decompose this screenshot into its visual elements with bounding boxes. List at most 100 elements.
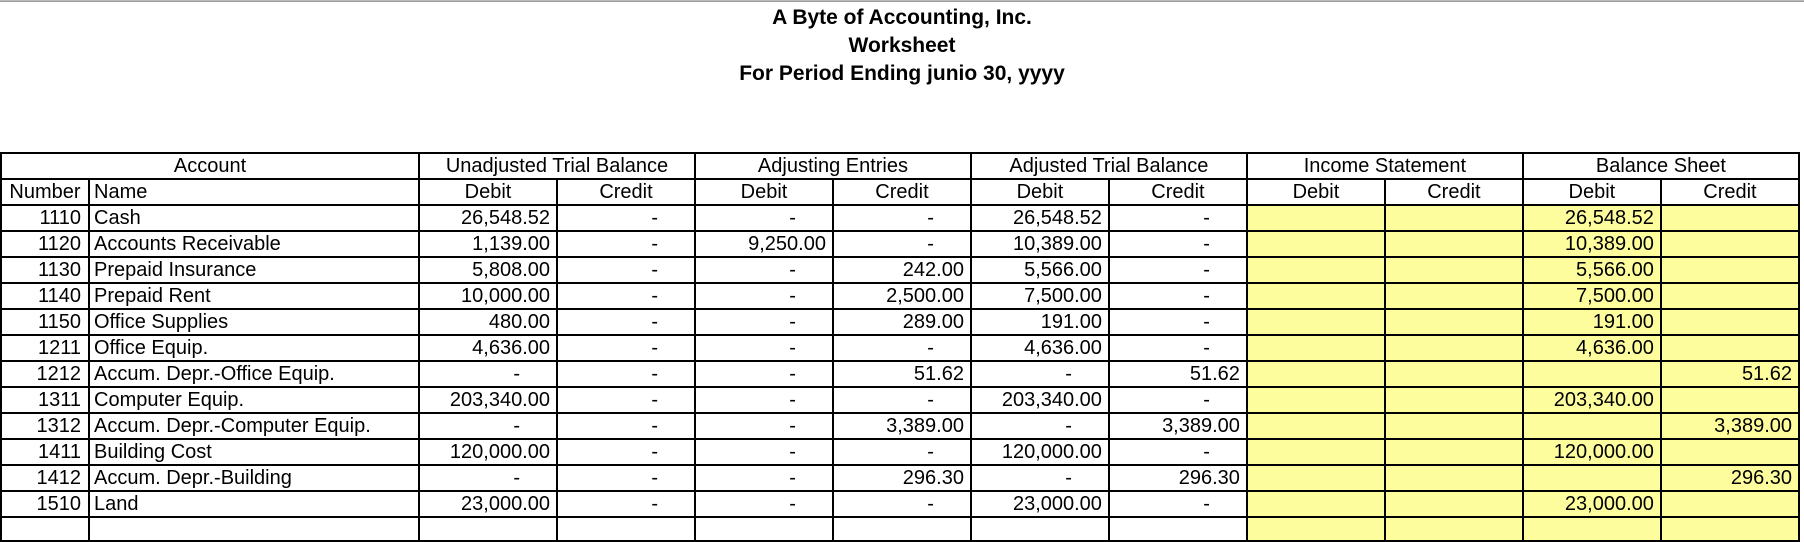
cell-income-statement-debit[interactable] bbox=[1245, 256, 1386, 284]
cell-adjusted-debit[interactable]: 5,566.00 bbox=[969, 256, 1110, 284]
cell-income-statement-debit[interactable] bbox=[1245, 204, 1386, 232]
cell-balance-sheet-debit[interactable]: 23,000.00 bbox=[1521, 490, 1662, 518]
cell-account-name[interactable]: Land bbox=[87, 490, 421, 518]
cell-unadjusted-credit[interactable]: - bbox=[556, 490, 696, 518]
cell-adjusted-credit[interactable]: - bbox=[1107, 490, 1248, 518]
cell-adjusted-credit[interactable]: - bbox=[1107, 230, 1248, 258]
cell-income-statement-credit[interactable] bbox=[1383, 256, 1524, 284]
cell-unadjusted-debit[interactable]: 1,139.00 bbox=[418, 230, 558, 258]
cell-unadjusted-debit[interactable]: 480.00 bbox=[418, 308, 558, 336]
cell-balance-sheet-debit[interactable] bbox=[1521, 464, 1662, 492]
cell-empty[interactable] bbox=[1107, 516, 1248, 542]
cell-unadjusted-credit[interactable]: - bbox=[556, 438, 696, 466]
cell-adjusting-credit[interactable]: - bbox=[831, 490, 972, 518]
cell-balance-sheet-credit[interactable] bbox=[1659, 334, 1801, 362]
cell-adjusting-debit[interactable]: - bbox=[693, 386, 834, 414]
cell-unadjusted-debit[interactable]: 120,000.00 bbox=[418, 438, 558, 466]
cell-balance-sheet-debit[interactable]: 4,636.00 bbox=[1521, 334, 1662, 362]
cell-adjusting-debit[interactable]: - bbox=[693, 412, 834, 440]
cell-account-number[interactable]: 1510 bbox=[0, 490, 90, 518]
cell-adjusted-credit[interactable]: - bbox=[1107, 334, 1248, 362]
cell-adjusting-debit[interactable]: - bbox=[693, 464, 834, 492]
cell-account-number[interactable]: 1140 bbox=[0, 282, 90, 310]
cell-income-statement-debit[interactable] bbox=[1245, 334, 1386, 362]
cell-unadjusted-debit[interactable]: 5,808.00 bbox=[418, 256, 558, 284]
cell-income-statement-credit[interactable] bbox=[1383, 230, 1524, 258]
cell-balance-sheet-debit[interactable]: 10,389.00 bbox=[1521, 230, 1662, 258]
cell-unadjusted-credit[interactable]: - bbox=[556, 386, 696, 414]
cell-adjusting-debit[interactable]: 9,250.00 bbox=[693, 230, 834, 258]
cell-unadjusted-credit[interactable]: - bbox=[556, 204, 696, 232]
cell-balance-sheet-credit[interactable] bbox=[1659, 308, 1801, 336]
cell-unadjusted-debit[interactable]: 203,340.00 bbox=[418, 386, 558, 414]
cell-adjusting-credit[interactable]: - bbox=[831, 230, 972, 258]
cell-income-statement-debit[interactable] bbox=[1245, 360, 1386, 388]
cell-account-name[interactable]: Building Cost bbox=[87, 438, 421, 466]
cell-adjusting-debit[interactable]: - bbox=[693, 438, 834, 466]
cell-adjusted-credit[interactable]: - bbox=[1107, 386, 1248, 414]
cell-income-statement-debit[interactable] bbox=[1245, 386, 1386, 414]
cell-balance-sheet-debit[interactable]: 203,340.00 bbox=[1521, 386, 1662, 414]
cell-account-name[interactable]: Accum. Depr.-Office Equip. bbox=[87, 360, 421, 388]
cell-unadjusted-debit[interactable]: 10,000.00 bbox=[418, 282, 558, 310]
cell-adjusting-credit[interactable]: 289.00 bbox=[831, 308, 972, 336]
cell-balance-sheet-credit[interactable] bbox=[1659, 204, 1801, 232]
cell-balance-sheet-debit[interactable]: 26,548.52 bbox=[1521, 204, 1662, 232]
cell-income-statement-debit[interactable] bbox=[1245, 230, 1386, 258]
cell-income-statement-debit[interactable] bbox=[1245, 438, 1386, 466]
cell-empty[interactable] bbox=[556, 516, 696, 542]
cell-empty[interactable] bbox=[1521, 516, 1662, 542]
cell-unadjusted-credit[interactable]: - bbox=[556, 334, 696, 362]
cell-balance-sheet-debit[interactable]: 5,566.00 bbox=[1521, 256, 1662, 284]
cell-adjusted-credit[interactable]: - bbox=[1107, 204, 1248, 232]
cell-income-statement-debit[interactable] bbox=[1245, 282, 1386, 310]
cell-account-name[interactable]: Cash bbox=[87, 204, 421, 232]
cell-balance-sheet-credit[interactable] bbox=[1659, 256, 1801, 284]
cell-unadjusted-debit[interactable]: 4,636.00 bbox=[418, 334, 558, 362]
cell-income-statement-credit[interactable] bbox=[1383, 360, 1524, 388]
cell-adjusted-credit[interactable]: - bbox=[1107, 282, 1248, 310]
cell-unadjusted-debit[interactable]: 23,000.00 bbox=[418, 490, 558, 518]
cell-balance-sheet-credit[interactable] bbox=[1659, 230, 1801, 258]
cell-unadjusted-credit[interactable]: - bbox=[556, 412, 696, 440]
cell-adjusted-debit[interactable]: 120,000.00 bbox=[969, 438, 1110, 466]
cell-adjusted-debit[interactable]: 10,389.00 bbox=[969, 230, 1110, 258]
cell-account-name[interactable]: Prepaid Rent bbox=[87, 282, 421, 310]
cell-unadjusted-debit[interactable]: - bbox=[418, 412, 558, 440]
cell-income-statement-debit[interactable] bbox=[1245, 490, 1386, 518]
cell-account-number[interactable]: 1411 bbox=[0, 438, 90, 466]
cell-balance-sheet-debit[interactable] bbox=[1521, 412, 1662, 440]
cell-adjusting-debit[interactable]: - bbox=[693, 334, 834, 362]
cell-income-statement-credit[interactable] bbox=[1383, 204, 1524, 232]
cell-empty[interactable] bbox=[87, 516, 421, 542]
cell-unadjusted-credit[interactable]: - bbox=[556, 308, 696, 336]
cell-balance-sheet-debit[interactable]: 191.00 bbox=[1521, 308, 1662, 336]
cell-adjusting-credit[interactable]: - bbox=[831, 204, 972, 232]
cell-account-name[interactable]: Accounts Receivable bbox=[87, 230, 421, 258]
cell-balance-sheet-debit[interactable] bbox=[1521, 360, 1662, 388]
cell-unadjusted-credit[interactable]: - bbox=[556, 256, 696, 284]
cell-income-statement-debit[interactable] bbox=[1245, 464, 1386, 492]
cell-unadjusted-credit[interactable]: - bbox=[556, 464, 696, 492]
cell-account-number[interactable]: 1412 bbox=[0, 464, 90, 492]
cell-adjusted-credit[interactable]: - bbox=[1107, 256, 1248, 284]
cell-empty[interactable] bbox=[831, 516, 972, 542]
cell-adjusting-credit[interactable]: - bbox=[831, 438, 972, 466]
cell-income-statement-credit[interactable] bbox=[1383, 438, 1524, 466]
cell-adjusted-debit[interactable]: 191.00 bbox=[969, 308, 1110, 336]
cell-adjusted-debit[interactable]: 7,500.00 bbox=[969, 282, 1110, 310]
cell-adjusted-credit[interactable]: 296.30 bbox=[1107, 464, 1248, 492]
cell-account-name[interactable]: Accum. Depr.-Computer Equip. bbox=[87, 412, 421, 440]
cell-empty[interactable] bbox=[418, 516, 558, 542]
cell-account-number[interactable]: 1311 bbox=[0, 386, 90, 414]
cell-income-statement-debit[interactable] bbox=[1245, 412, 1386, 440]
cell-adjusting-debit[interactable]: - bbox=[693, 308, 834, 336]
cell-balance-sheet-debit[interactable]: 7,500.00 bbox=[1521, 282, 1662, 310]
cell-unadjusted-debit[interactable]: - bbox=[418, 360, 558, 388]
cell-account-name[interactable]: Office Equip. bbox=[87, 334, 421, 362]
cell-adjusted-debit[interactable]: 4,636.00 bbox=[969, 334, 1110, 362]
cell-account-number[interactable]: 1212 bbox=[0, 360, 90, 388]
cell-unadjusted-debit[interactable]: 26,548.52 bbox=[418, 204, 558, 232]
cell-balance-sheet-debit[interactable]: 120,000.00 bbox=[1521, 438, 1662, 466]
cell-balance-sheet-credit[interactable] bbox=[1659, 438, 1801, 466]
